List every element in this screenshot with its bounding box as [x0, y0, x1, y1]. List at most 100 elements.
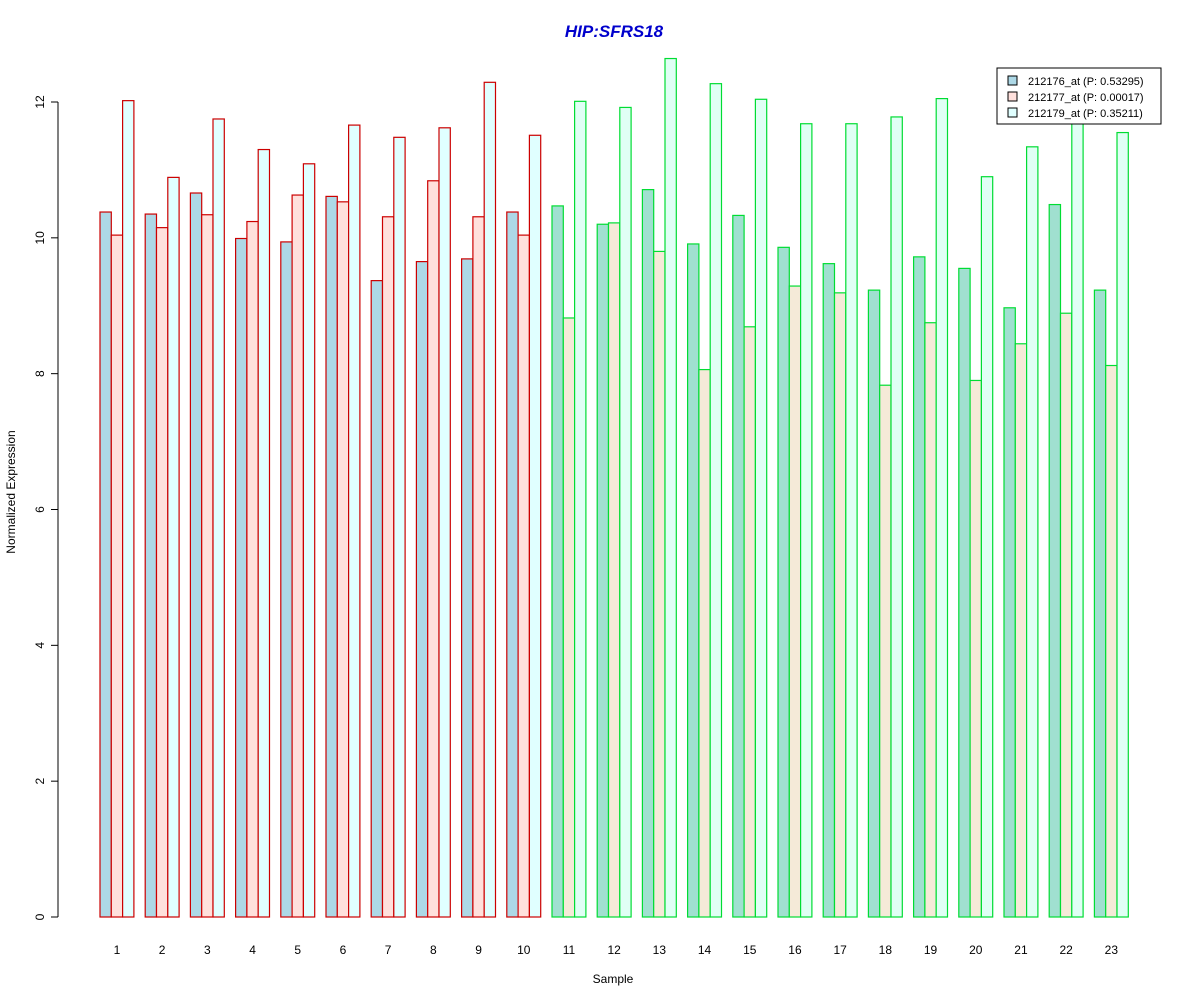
bar-sample-18-series-1: [867, 289, 881, 918]
x-tick-label: 20: [969, 943, 983, 957]
bar-sample-20-series-2: [969, 379, 982, 918]
x-tick-label: 3: [204, 943, 211, 957]
bar-sample-10-series-2: [517, 234, 530, 918]
x-tick-label: 16: [788, 943, 802, 957]
bar-sample-14-series-1: [686, 243, 700, 918]
legend-swatch: [1007, 91, 1018, 102]
y-tick-label: 8: [33, 370, 47, 377]
bar-sample-1-series-1: [99, 211, 112, 918]
legend-swatch: [1007, 107, 1018, 118]
bar-sample-4-series-3: [257, 148, 271, 918]
bar-sample-9-series-3: [483, 81, 497, 918]
x-tick-label: 19: [924, 943, 938, 957]
bar-sample-17-series-1: [822, 263, 836, 918]
bar-sample-5-series-2: [291, 194, 305, 918]
bar-sample-18-series-3: [890, 116, 903, 918]
bar-sample-6-series-1: [325, 195, 338, 918]
bar-sample-17-series-2: [833, 292, 847, 918]
x-tick-label: 6: [340, 943, 347, 957]
x-tick-label: 10: [517, 943, 531, 957]
x-tick-label: 23: [1105, 943, 1119, 957]
x-axis-title: Sample: [593, 972, 634, 986]
bar-sample-15-series-2: [743, 326, 756, 918]
bar-sample-4-series-2: [246, 220, 259, 918]
y-tick-label: 10: [33, 231, 47, 245]
x-tick-label: 11: [563, 943, 576, 957]
x-tick-label: 8: [430, 943, 437, 957]
x-tick-label: 4: [249, 943, 256, 957]
x-tick-label: 15: [743, 943, 757, 957]
bar-sample-20-series-3: [980, 176, 994, 918]
bar-sample-10-series-1: [506, 211, 519, 918]
bar-sample-18-series-2: [879, 384, 892, 918]
y-tick-label: 4: [33, 642, 47, 649]
bar-sample-7-series-2: [381, 216, 395, 918]
x-tick-label: 17: [833, 943, 847, 957]
bar-sample-1-series-2: [110, 234, 124, 918]
bar-sample-9-series-2: [472, 216, 485, 918]
y-axis-title: Normalized Expression: [4, 430, 18, 553]
bar-sample-15-series-3: [754, 98, 768, 918]
bar-sample-11-series-3: [573, 100, 587, 918]
bar-sample-1-series-3: [121, 100, 135, 918]
bar-sample-16-series-2: [788, 285, 802, 918]
bar-sample-5-series-3: [302, 163, 316, 918]
bar-sample-5-series-1: [280, 241, 293, 918]
x-tick-label: 12: [607, 943, 621, 957]
legend: 212176_at (P: 0.53295) 212177_at (P: 0.00…: [996, 67, 1162, 125]
bar-sample-10-series-3: [528, 134, 542, 918]
bar-sample-2-series-2: [155, 227, 169, 918]
bar-sample-23-series-2: [1105, 364, 1118, 918]
bar-sample-20-series-1: [958, 267, 971, 918]
bar-sample-23-series-3: [1116, 131, 1129, 918]
bar-sample-7-series-3: [393, 136, 406, 918]
legend-label: 212179_at (P: 0.35211): [1028, 108, 1143, 120]
bar-sample-14-series-2: [698, 368, 711, 918]
x-tick-label: 22: [1059, 943, 1073, 957]
bar-sample-19-series-1: [912, 256, 926, 918]
y-tick-label: 0: [33, 913, 47, 920]
bar-sample-21-series-1: [1003, 307, 1016, 918]
bar-sample-2-series-3: [167, 176, 180, 918]
bar-sample-19-series-3: [935, 98, 949, 918]
legend-box: [996, 67, 1162, 125]
legend-label: 212176_at (P: 0.53295): [1028, 76, 1144, 88]
bars-layer: [99, 57, 1129, 918]
x-tick-label: 1: [114, 943, 121, 957]
bar-sample-12-series-1: [596, 223, 610, 918]
bar-sample-16-series-1: [777, 246, 790, 918]
bar-sample-13-series-1: [641, 189, 655, 918]
bar-sample-12-series-2: [607, 222, 621, 918]
bar-sample-3-series-1: [189, 192, 203, 918]
bar-sample-6-series-2: [336, 201, 350, 918]
x-tick-label: 2: [159, 943, 166, 957]
legend-label: 212177_at (P: 0.00017): [1028, 92, 1144, 104]
y-tick-label: 12: [33, 95, 47, 109]
x-tick-label: 14: [698, 943, 712, 957]
y-tick-label: 2: [33, 778, 47, 785]
bar-sample-14-series-3: [709, 83, 723, 918]
legend-swatch: [1007, 75, 1018, 86]
bar-sample-11-series-1: [551, 205, 564, 918]
bar-sample-9-series-1: [461, 258, 474, 918]
x-tick-label: 13: [653, 943, 667, 957]
x-tick-label: 7: [385, 943, 392, 957]
bar-sample-17-series-3: [845, 123, 858, 918]
bar-sample-22-series-2: [1059, 312, 1073, 918]
bar-sample-13-series-2: [653, 250, 666, 918]
x-tick-label: 9: [475, 943, 482, 957]
chart-title: HIP:SFRS18: [565, 22, 664, 41]
bar-sample-6-series-3: [348, 124, 361, 918]
bar-sample-12-series-3: [619, 106, 632, 918]
bar-sample-3-series-3: [212, 118, 225, 918]
bar-sample-8-series-2: [427, 180, 440, 918]
x-tick-label: 5: [294, 943, 301, 957]
bar-sample-16-series-3: [799, 123, 813, 918]
bar-sample-2-series-1: [144, 213, 158, 918]
y-tick-label: 6: [33, 506, 47, 513]
x-tick-label: 21: [1014, 943, 1028, 957]
bar-sample-3-series-2: [201, 214, 214, 918]
x-axis: 1 2 3 4 5 6 7 8 9 10 11 12 13 14 15 16 17 18 19 20 21 22 23: [114, 943, 1119, 957]
bar-sample-21-series-2: [1014, 343, 1028, 918]
